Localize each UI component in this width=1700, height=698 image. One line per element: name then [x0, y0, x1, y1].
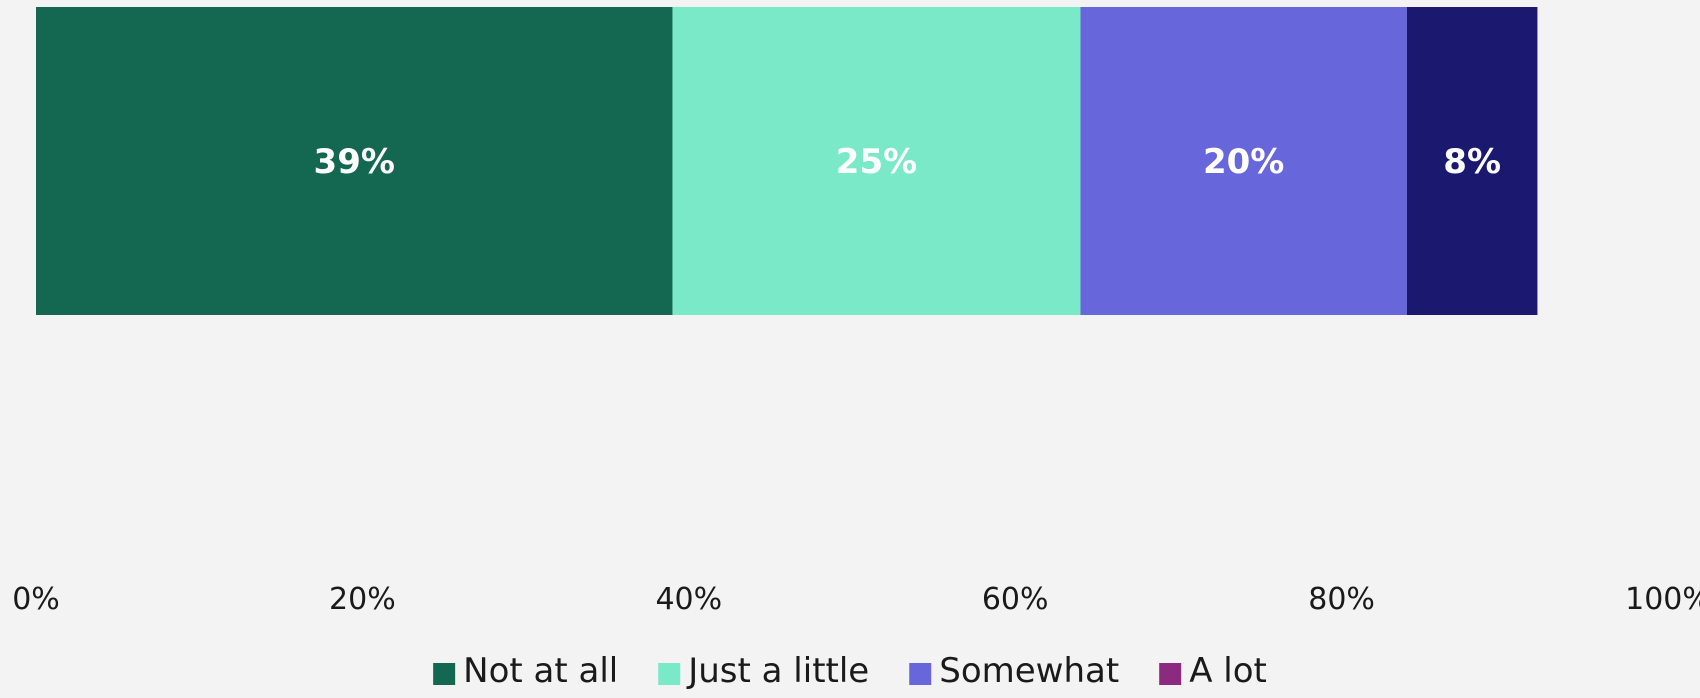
legend-label: Somewhat [939, 651, 1119, 691]
legend-label: A lot [1189, 651, 1267, 691]
x-tick-label: 60% [982, 582, 1049, 617]
data-label-not-at-all: 39% [314, 142, 395, 182]
bars-layer [36, 7, 1538, 315]
x-tick-label: 80% [1308, 582, 1375, 617]
legend-item-somewhat: Somewhat [909, 651, 1119, 691]
data-labels-layer: 39% 25% 20% 8% [314, 142, 1501, 182]
legend-label: Just a little [686, 651, 869, 691]
legend-swatch [433, 663, 456, 685]
legend-swatch [1159, 663, 1182, 685]
data-label-somewhat: 20% [1203, 142, 1284, 182]
x-axis-ticks: 0% 20% 40% 60% 80% 100% [12, 582, 1700, 617]
legend-label: Not at all [463, 651, 618, 691]
data-label-just-a-little: 25% [836, 142, 917, 182]
x-tick-label: 40% [655, 582, 722, 617]
legend: Not at all Just a little Somewhat A lot [433, 651, 1267, 691]
legend-swatch [909, 663, 932, 685]
legend-swatch [658, 663, 681, 685]
bar-segment-just-a-little [672, 7, 1081, 315]
legend-item-a-lot: A lot [1159, 651, 1267, 691]
bar-segment-a-lot [1406, 7, 1538, 315]
bar-segment-not-at-all [36, 7, 673, 315]
data-label-a-lot: 8% [1443, 142, 1501, 182]
legend-item-just-a-little: Just a little [658, 651, 869, 691]
x-tick-label: 100% [1625, 582, 1700, 617]
x-tick-label: 20% [329, 582, 396, 617]
bar-segment-somewhat [1080, 7, 1407, 315]
x-tick-label: 0% [12, 582, 60, 617]
legend-item-not-at-all: Not at all [433, 651, 618, 691]
